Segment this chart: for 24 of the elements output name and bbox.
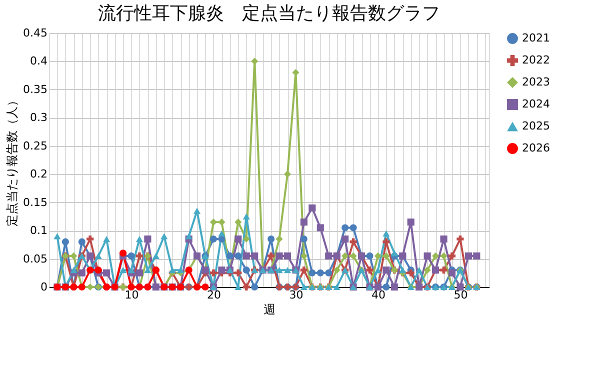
x-tick-label: 10 — [124, 288, 139, 302]
chart-title: 流行性耳下腺炎 定点当たり報告数グラフ — [98, 3, 440, 24]
y-tick-label: 0.25 — [23, 139, 48, 152]
y-tick-label: 0.1 — [30, 224, 48, 238]
y-tick-label: 0 — [40, 280, 48, 294]
y-tick-label: 0.35 — [23, 82, 48, 96]
y-tick-label: 0.45 — [23, 26, 48, 40]
legend-label: 2024 — [522, 98, 550, 110]
y-tick-label: 0.3 — [30, 111, 48, 124]
legend-label: 2021 — [522, 32, 550, 44]
x-tick-label: 20 — [206, 288, 221, 302]
y-tick-label: 0.05 — [23, 252, 48, 266]
x-tick-label: 30 — [289, 288, 304, 302]
legend-label: 2023 — [522, 76, 550, 88]
x-tick-label: 40 — [371, 288, 386, 302]
legend-label: 2022 — [522, 54, 550, 66]
x-axis-title: 週 — [264, 302, 276, 316]
y-tick-label: 0.15 — [23, 196, 48, 209]
legend-label: 2026 — [522, 142, 550, 154]
y-tick-label: 0.2 — [30, 168, 48, 181]
y-axis-title: 定点当たり報告数（人） — [5, 94, 20, 226]
x-tick-label: 50 — [454, 288, 468, 302]
y-tick-label: 0.4 — [30, 54, 48, 68]
legend-label: 2025 — [522, 120, 550, 132]
